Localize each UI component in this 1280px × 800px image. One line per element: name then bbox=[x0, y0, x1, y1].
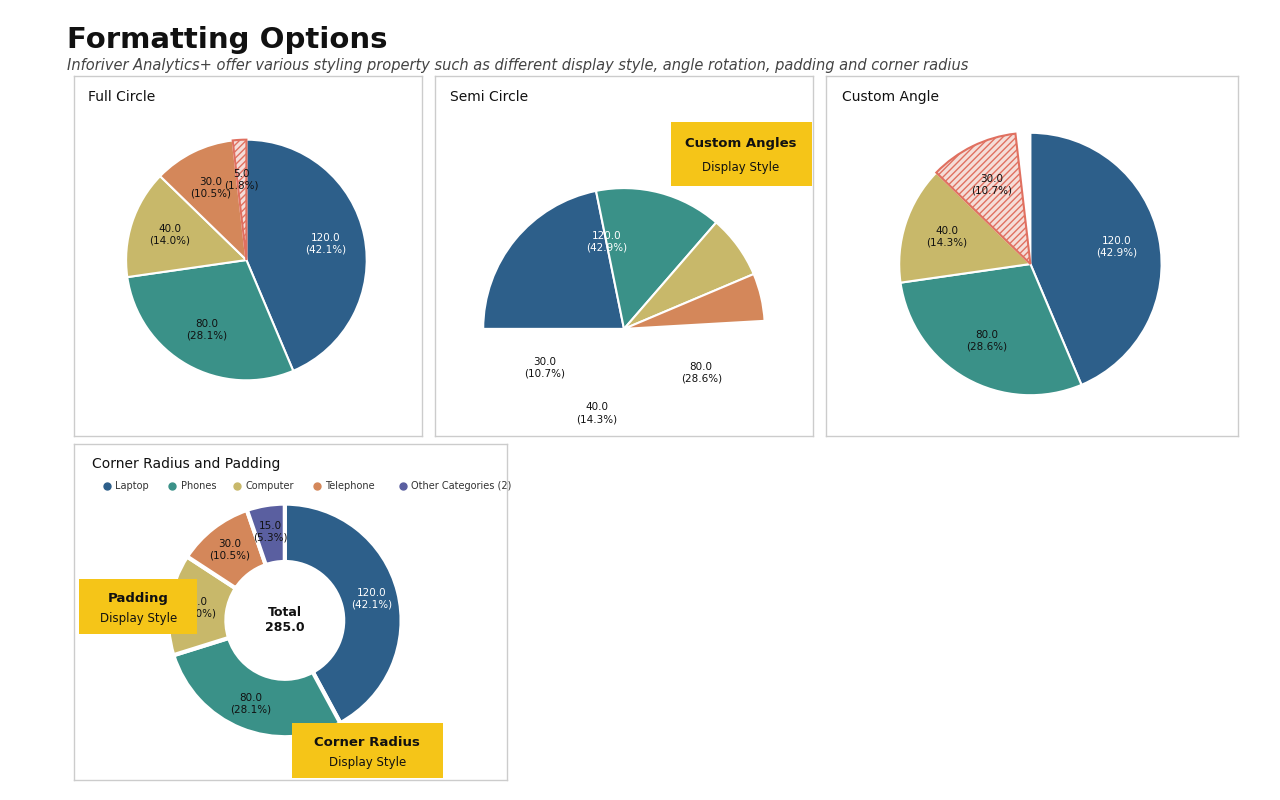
Text: Telephone: Telephone bbox=[325, 481, 375, 491]
Text: 80.0
(28.1%): 80.0 (28.1%) bbox=[230, 693, 271, 714]
Text: 5.0
(1.8%): 5.0 (1.8%) bbox=[224, 169, 259, 190]
Text: Display Style: Display Style bbox=[703, 161, 780, 174]
Text: Phones: Phones bbox=[180, 481, 216, 491]
Text: Laptop: Laptop bbox=[115, 481, 148, 491]
Wedge shape bbox=[625, 321, 765, 329]
Wedge shape bbox=[484, 329, 765, 470]
Text: Computer: Computer bbox=[246, 481, 294, 491]
Text: 40.0
(14.3%): 40.0 (14.3%) bbox=[927, 226, 968, 248]
Text: Other Categories (2): Other Categories (2) bbox=[411, 481, 512, 491]
Text: 30.0
(10.7%): 30.0 (10.7%) bbox=[972, 174, 1012, 196]
Text: Padding: Padding bbox=[108, 592, 169, 605]
Wedge shape bbox=[901, 264, 1082, 395]
Text: 15.0
(5.3%): 15.0 (5.3%) bbox=[252, 521, 287, 542]
Wedge shape bbox=[1030, 133, 1161, 385]
Wedge shape bbox=[233, 140, 247, 260]
Wedge shape bbox=[160, 141, 246, 260]
Wedge shape bbox=[173, 638, 340, 737]
Text: Display Style: Display Style bbox=[329, 756, 406, 769]
Text: 80.0
(28.1%): 80.0 (28.1%) bbox=[186, 319, 228, 341]
Text: Custom Angles: Custom Angles bbox=[685, 138, 797, 150]
Text: Display Style: Display Style bbox=[100, 612, 177, 625]
Text: Corner Radius and Padding: Corner Radius and Padding bbox=[92, 458, 280, 471]
Wedge shape bbox=[187, 510, 266, 589]
Text: 40.0
(14.3%): 40.0 (14.3%) bbox=[576, 402, 617, 424]
Wedge shape bbox=[625, 274, 764, 329]
Text: 40.0
(14.0%): 40.0 (14.0%) bbox=[175, 598, 216, 619]
Wedge shape bbox=[1015, 133, 1030, 264]
Wedge shape bbox=[246, 140, 366, 371]
Text: Corner Radius: Corner Radius bbox=[315, 736, 420, 749]
Text: 30.0
(10.7%): 30.0 (10.7%) bbox=[524, 358, 564, 379]
Wedge shape bbox=[484, 191, 625, 329]
Wedge shape bbox=[596, 188, 717, 329]
Text: 80.0
(28.6%): 80.0 (28.6%) bbox=[681, 362, 722, 383]
Wedge shape bbox=[936, 134, 1030, 264]
Text: 120.0
(42.9%): 120.0 (42.9%) bbox=[1096, 236, 1137, 258]
Wedge shape bbox=[900, 173, 1030, 282]
Text: Formatting Options: Formatting Options bbox=[67, 26, 387, 54]
Text: Semi Circle: Semi Circle bbox=[451, 90, 529, 105]
Text: 30.0
(10.5%): 30.0 (10.5%) bbox=[209, 538, 250, 560]
Text: Custom Angle: Custom Angle bbox=[842, 90, 940, 105]
Text: 120.0
(42.9%): 120.0 (42.9%) bbox=[586, 231, 627, 253]
Text: Total
285.0: Total 285.0 bbox=[265, 606, 305, 634]
Text: 30.0
(10.5%): 30.0 (10.5%) bbox=[191, 177, 232, 198]
Text: 120.0
(42.1%): 120.0 (42.1%) bbox=[352, 587, 393, 609]
Wedge shape bbox=[247, 504, 285, 565]
Wedge shape bbox=[127, 260, 293, 380]
Wedge shape bbox=[625, 222, 754, 329]
Text: Full Circle: Full Circle bbox=[88, 90, 155, 105]
Text: 40.0
(14.0%): 40.0 (14.0%) bbox=[150, 224, 191, 246]
Text: Inforiver Analytics+ offer various styling property such as different display st: Inforiver Analytics+ offer various styli… bbox=[67, 58, 968, 73]
Wedge shape bbox=[284, 504, 402, 723]
Wedge shape bbox=[168, 557, 236, 655]
Wedge shape bbox=[127, 176, 246, 277]
Text: 120.0
(42.1%): 120.0 (42.1%) bbox=[305, 233, 346, 254]
Text: 80.0
(28.6%): 80.0 (28.6%) bbox=[966, 330, 1007, 351]
